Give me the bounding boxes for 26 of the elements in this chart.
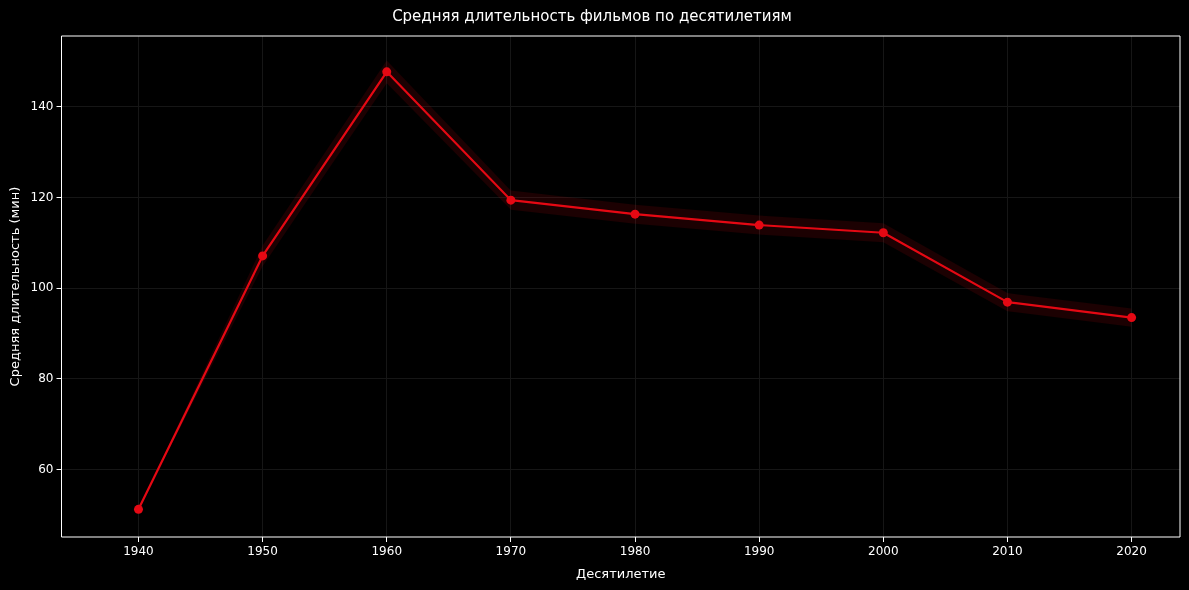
x-tick-label: 2000 [868, 544, 899, 559]
x-tick-label: 1970 [495, 544, 527, 559]
y-tick-label: 120 [30, 189, 54, 204]
x-tick-label: 1940 [123, 544, 154, 559]
point [506, 195, 516, 205]
x-axis-title: Десятилетие [576, 565, 666, 581]
x-tick-label: 2010 [992, 544, 1023, 559]
point [754, 220, 764, 230]
y-tick-label: 100 [30, 280, 54, 295]
y-tick-label: 80 [38, 370, 54, 385]
chart-title: Средняя длительность фильмов по десятилетиям [392, 6, 792, 25]
y-axis-title: Средняя длительность (мин) [7, 186, 23, 387]
x-tick-label: 1990 [743, 544, 775, 559]
point [630, 209, 640, 219]
x-tick-label: 1980 [619, 544, 651, 559]
x-tick-label: 1950 [247, 544, 278, 559]
point [382, 67, 392, 77]
point [1127, 313, 1137, 323]
point [1002, 297, 1012, 307]
y-tick-label: 140 [30, 98, 54, 113]
x-tick-label: 1960 [371, 544, 403, 559]
point [258, 251, 268, 261]
point [133, 504, 143, 514]
point [878, 228, 888, 238]
y-tick-label: 60 [38, 461, 54, 476]
x-tick-label: 2020 [1116, 544, 1147, 559]
